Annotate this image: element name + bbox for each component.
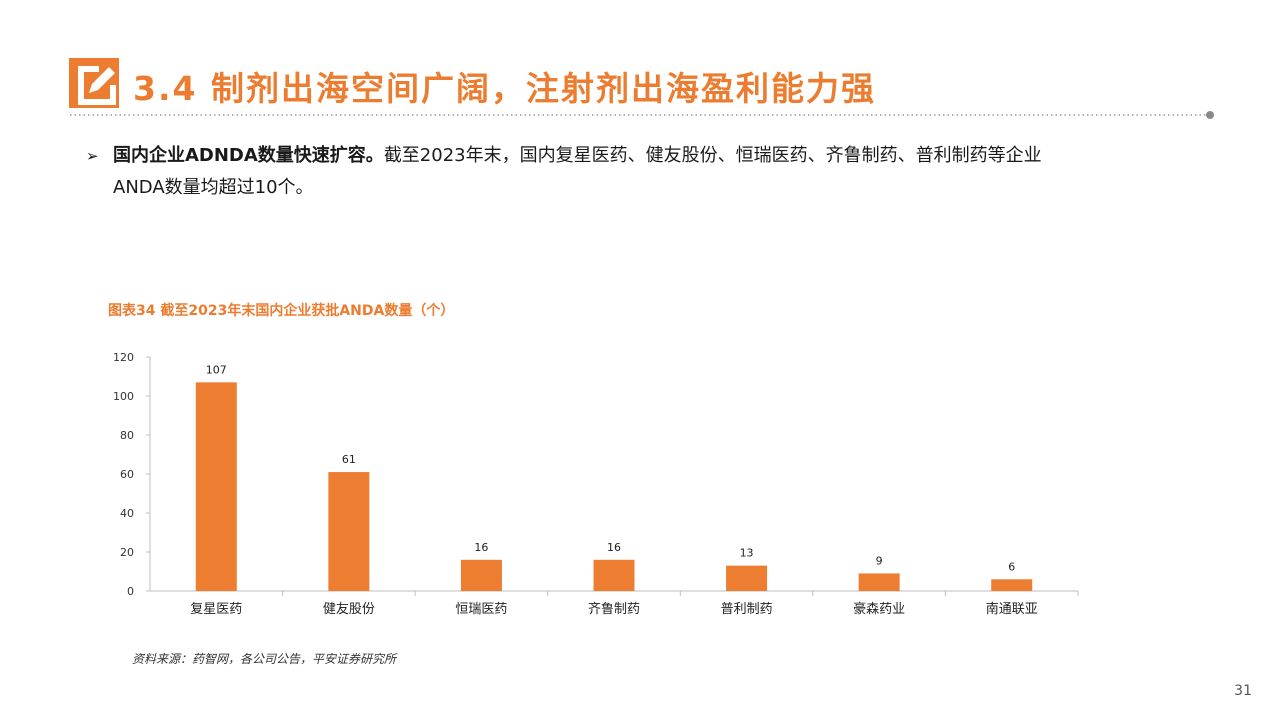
y-tick-label: 60 (120, 468, 134, 481)
y-tick-label: 20 (120, 546, 134, 559)
bullet-body-text: 截至2023年末，国内复星医药、健友股份、恒瑞医药、齐鲁制药、普利制药等企业 (383, 145, 1042, 166)
data-label: 9 (876, 554, 883, 567)
y-tick-label: 40 (120, 507, 134, 520)
page-title: 3.4 制剂出海空间广阔，注射剂出海盈利能力强 (133, 69, 876, 108)
anda-bar-chart: 0 20 40 60 80 100 120 107 复星医药 61 健友股份 16 恒瑞医药 16 齐鲁制药… (113, 351, 1079, 617)
y-tick-label: 120 (113, 351, 134, 364)
figure-caption: 图表34 截至2023年末国内企业获批ANDA数量（个） (108, 303, 455, 319)
x-category-label: 齐鲁制药 (588, 601, 640, 617)
x-category-label: 豪森药业 (853, 601, 905, 617)
title-divider (70, 111, 1214, 119)
bar-3 (460, 559, 502, 591)
x-category-label: 普利制药 (721, 602, 773, 617)
data-label: 6 (1008, 560, 1015, 573)
x-category-label: 健友股份 (323, 601, 375, 617)
y-tick-label: 100 (113, 390, 134, 403)
source-note: 资料来源：药智网，各公司公告，平安证券研究所 (132, 652, 397, 666)
data-label: 61 (342, 453, 356, 466)
bullet-body-text-continued: ANDA数量均超过10个。 (113, 177, 314, 198)
bar-5 (726, 565, 768, 591)
page-number: 31 (1234, 683, 1252, 699)
y-tick-label: 0 (127, 585, 134, 598)
data-label: 16 (474, 541, 488, 554)
bar-6 (858, 573, 900, 591)
x-category-label: 恒瑞医药 (455, 602, 507, 617)
bullet-paragraph: ➢ 国内企业ADNDA数量快速扩容。 截至2023年末，国内复星医药、健友股份、… (86, 140, 1226, 203)
data-label: 13 (740, 547, 754, 560)
y-tick-label: 80 (120, 429, 134, 442)
data-label: 16 (607, 541, 621, 554)
bar-4 (593, 559, 635, 591)
bullet-lead-text: 国内企业ADNDA数量快速扩容。 (113, 145, 384, 166)
arrow-bullet-icon: ➢ (86, 147, 99, 165)
pencil-edit-icon (69, 58, 119, 108)
x-category-label: 复星医药 (190, 602, 242, 617)
data-label: 107 (206, 363, 227, 376)
bar-7 (991, 579, 1033, 591)
x-category-label: 南通联亚 (986, 601, 1038, 617)
bar-1 (195, 382, 237, 591)
bar-2 (328, 472, 370, 591)
